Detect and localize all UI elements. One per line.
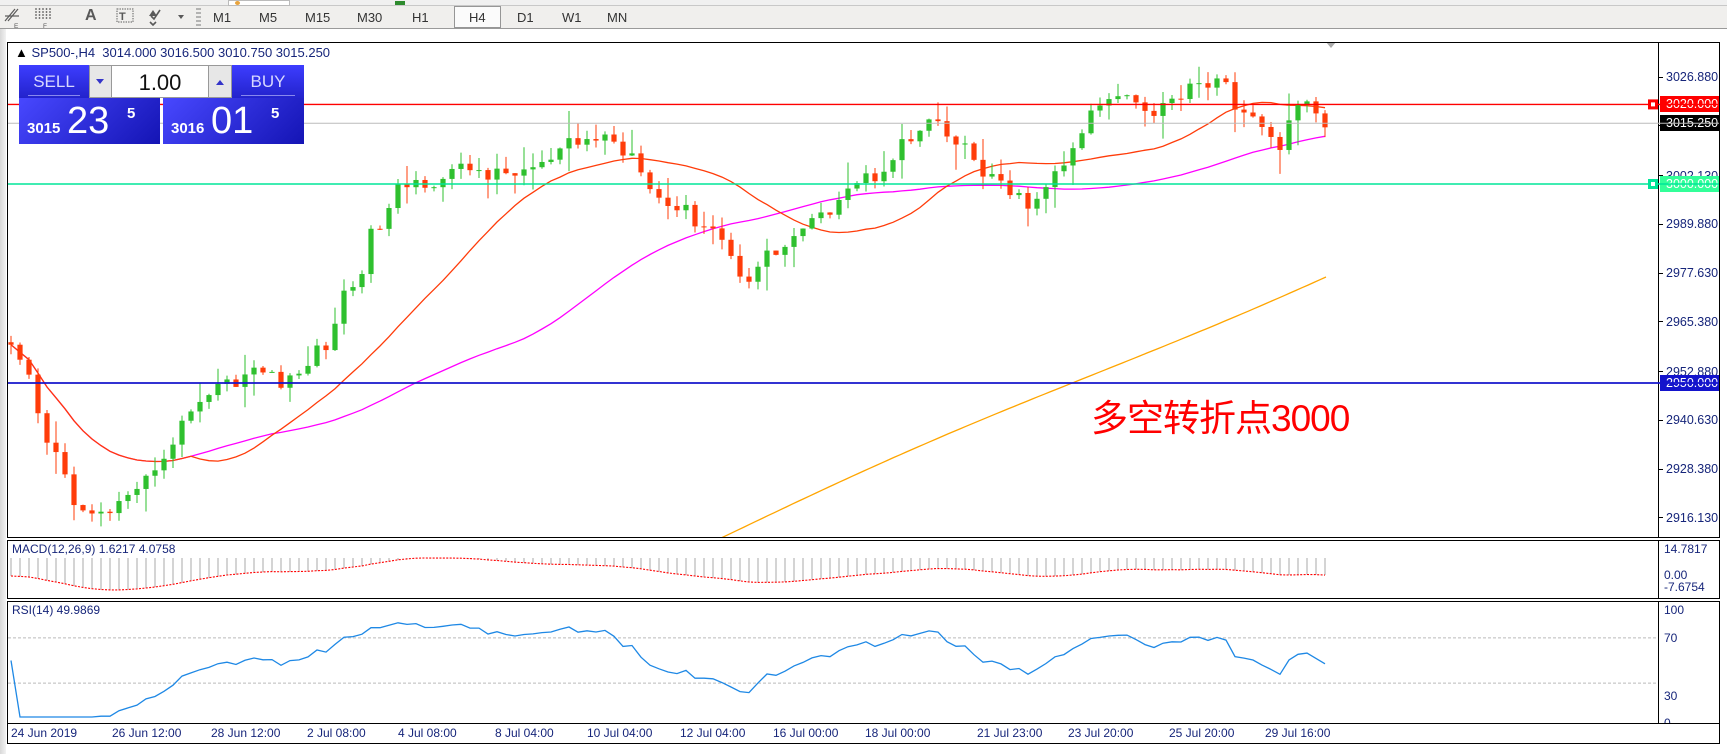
- svg-text:E: E: [14, 23, 19, 29]
- svg-text:F: F: [43, 23, 47, 29]
- svg-text:T: T: [119, 11, 126, 23]
